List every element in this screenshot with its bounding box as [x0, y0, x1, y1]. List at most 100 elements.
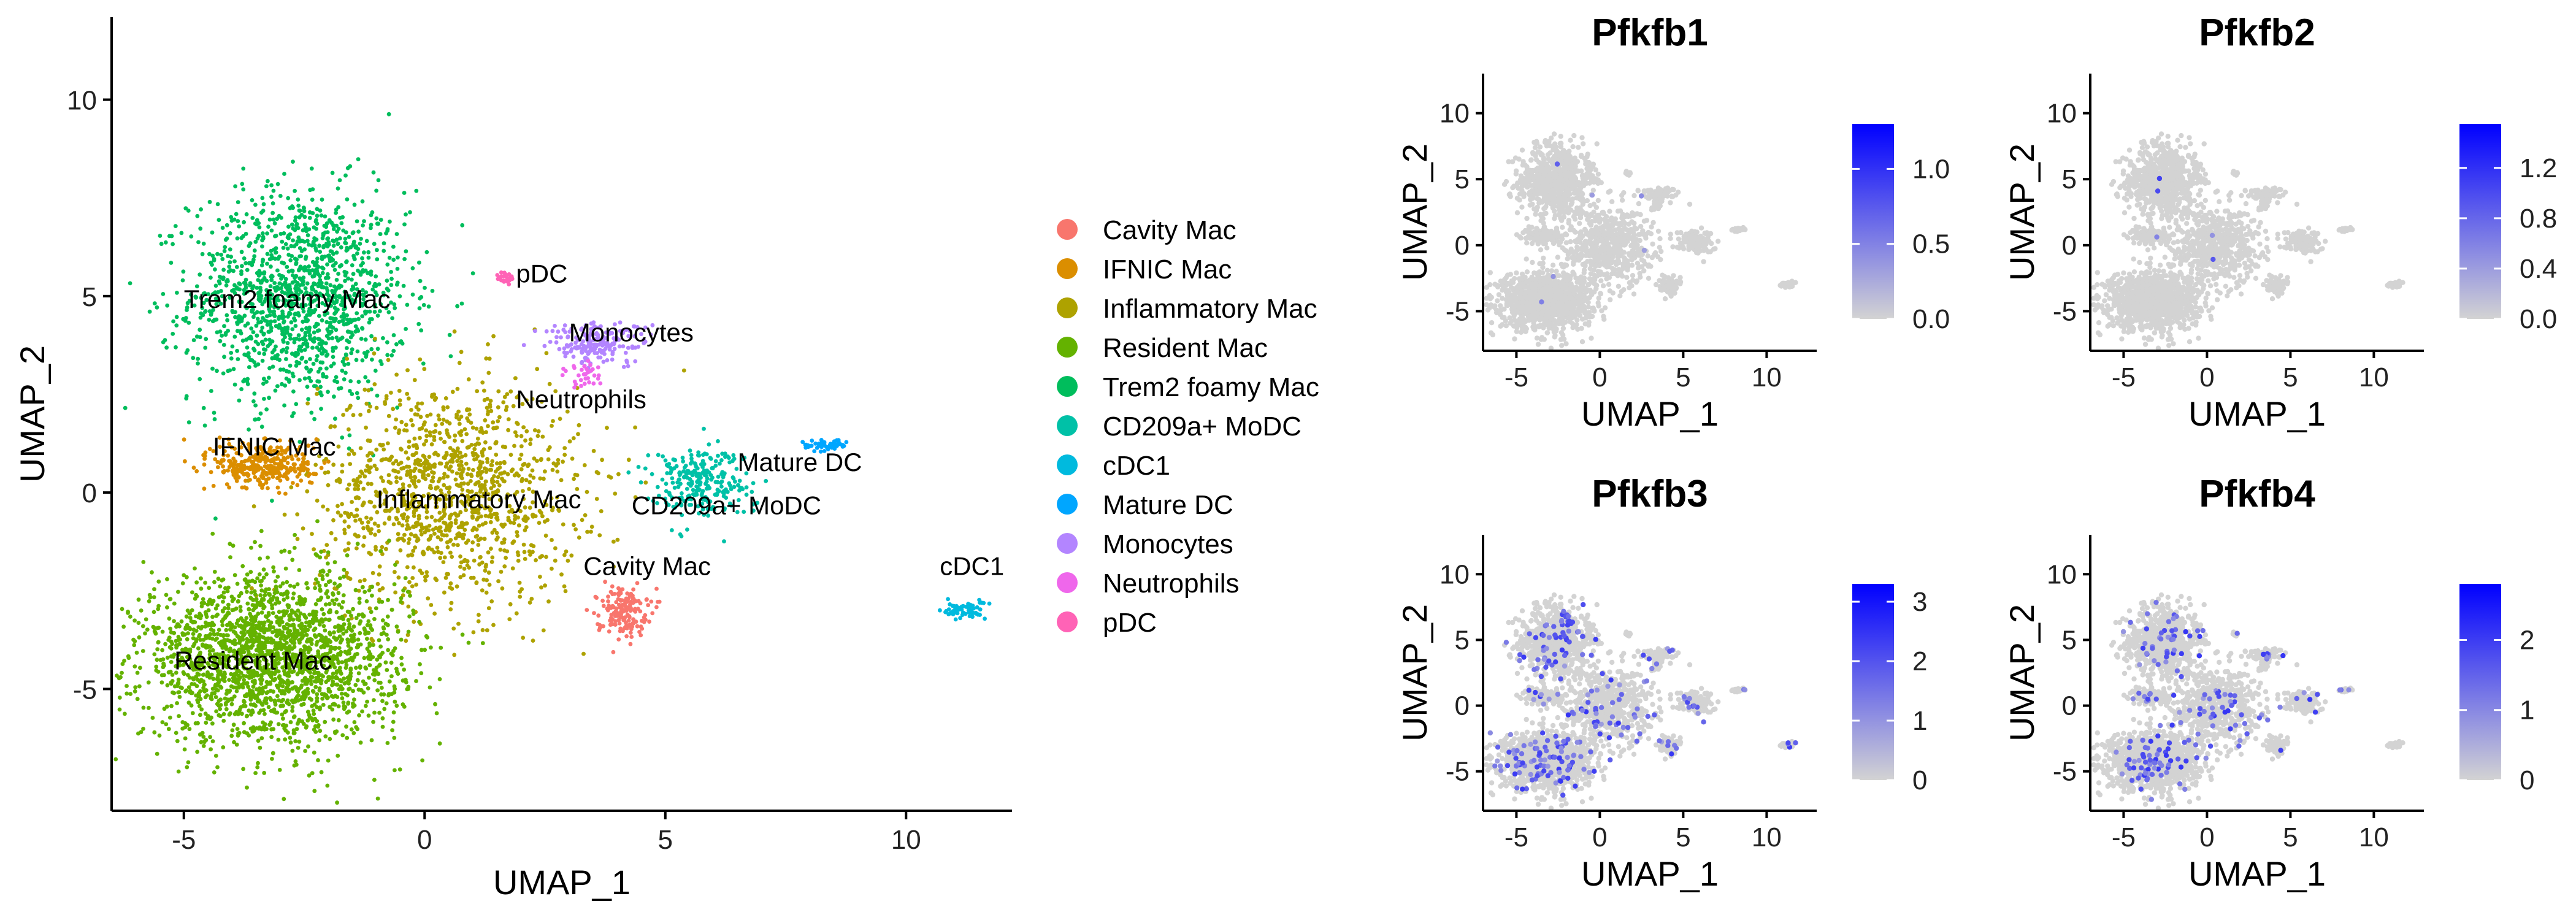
cell-point [385, 615, 390, 619]
cell-point [312, 324, 317, 329]
cell-point [232, 694, 237, 699]
cell-point [616, 472, 621, 477]
cell-point [462, 559, 467, 564]
cell-point [113, 757, 118, 762]
cell-point [366, 686, 370, 691]
cell-point [480, 588, 485, 592]
cell-point [261, 202, 266, 207]
cell-point [237, 640, 242, 645]
cell-point [265, 319, 269, 324]
cell-point [318, 707, 322, 711]
cell-point [514, 611, 519, 616]
cell-point [451, 542, 456, 547]
cell-point [396, 470, 401, 474]
cell-point [455, 448, 460, 453]
cell-point [437, 741, 442, 746]
cell-point [234, 212, 239, 216]
cell-point [295, 512, 300, 517]
cell-point [412, 436, 417, 441]
cell-point [138, 665, 142, 670]
cell-point [270, 757, 274, 761]
cell-point [236, 357, 240, 361]
cell-point [296, 197, 301, 202]
cell-point [411, 524, 415, 529]
cell-point [326, 336, 331, 341]
cell-point [535, 459, 539, 463]
cell-point [418, 662, 422, 667]
cell-point [426, 465, 431, 469]
cell-point [366, 630, 371, 635]
cell-point [611, 539, 616, 544]
cell-point [434, 578, 439, 583]
cell-point [309, 379, 313, 383]
cell-point [424, 515, 429, 520]
cell-point [183, 736, 188, 741]
cell-point [293, 279, 297, 284]
cell-point [226, 269, 231, 274]
cell-point [402, 667, 407, 672]
cell-point [312, 613, 316, 618]
cell-point [177, 714, 181, 718]
cell-point [337, 178, 342, 183]
cell-point [377, 710, 381, 715]
cell-point [218, 339, 223, 343]
cell-point [406, 604, 411, 609]
cell-point [282, 172, 286, 176]
cell-point [432, 611, 437, 616]
cell-point [320, 574, 324, 578]
cell-point [310, 211, 315, 215]
cell-point [291, 481, 295, 485]
cell-point [490, 530, 495, 535]
cell-point [374, 274, 378, 278]
main-points [113, 112, 992, 805]
cell-point [466, 538, 470, 543]
cell-point [378, 359, 383, 364]
cell-point [225, 638, 230, 643]
cell-point [210, 319, 215, 324]
cell-point [125, 684, 129, 688]
cell-point [326, 483, 331, 488]
cell-point [221, 745, 226, 749]
cell-point [248, 478, 252, 482]
cell-point [232, 259, 237, 264]
cell-point [299, 622, 304, 627]
cell-point [474, 527, 479, 532]
cell-point [499, 472, 504, 476]
cell-point [319, 407, 323, 411]
cell-point [421, 303, 426, 307]
cell-point [480, 641, 485, 646]
cell-point [475, 454, 480, 459]
cell-point [288, 583, 293, 588]
cell-point [405, 469, 410, 474]
cell-point [397, 428, 402, 432]
cell-point [434, 396, 439, 400]
cell-point [273, 388, 278, 393]
cell-point [176, 589, 180, 594]
cell-point [540, 434, 545, 439]
cell-point [147, 705, 151, 710]
cell-point [182, 437, 186, 442]
cell-point [373, 337, 377, 341]
cell-point [288, 735, 293, 740]
cell-point [471, 468, 475, 472]
cell-point [136, 621, 141, 625]
cell-point [137, 635, 142, 640]
cell-point [249, 712, 253, 717]
cell-point [380, 724, 385, 729]
cell-point [353, 317, 358, 322]
cell-point [358, 665, 362, 670]
cell-point [326, 389, 330, 394]
cell-point [332, 394, 336, 399]
cell-point [281, 245, 286, 250]
cell-point [384, 396, 389, 401]
cell-point [232, 382, 237, 387]
cell-point [271, 565, 275, 570]
cell-point [189, 234, 194, 239]
cell-point [213, 606, 218, 611]
cell-point [370, 210, 375, 215]
cell-point [480, 460, 485, 465]
cell-point [431, 475, 435, 480]
cell-point [295, 537, 300, 542]
cell-point [228, 555, 232, 559]
cell-point [553, 546, 558, 551]
